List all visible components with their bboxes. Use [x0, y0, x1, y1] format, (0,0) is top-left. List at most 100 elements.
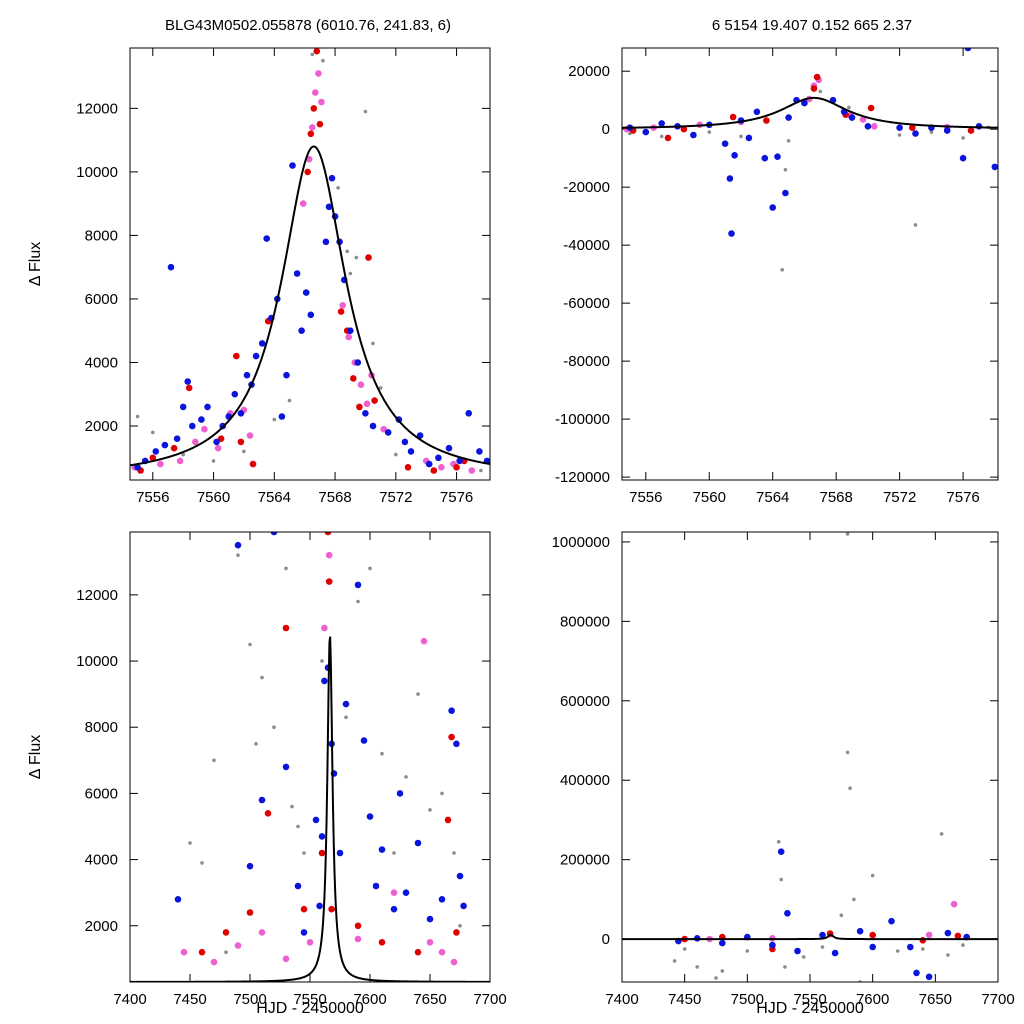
point-blue-15 — [237, 410, 245, 417]
point-gray-4 — [786, 139, 791, 143]
point-gray-2 — [707, 130, 712, 134]
point-pink-6 — [321, 624, 328, 632]
point-pink-4 — [201, 425, 208, 433]
point-pink-11 — [426, 939, 434, 946]
point-pink-18 — [357, 381, 365, 389]
points-top-right — [622, 48, 998, 272]
point-gray-1 — [151, 430, 155, 435]
point-blue-45 — [425, 460, 433, 468]
point-blue-0 — [174, 896, 182, 903]
point-blue-21 — [378, 846, 386, 853]
point-pink-12 — [438, 948, 446, 956]
point-blue-1 — [234, 541, 242, 549]
point-blue-2 — [658, 120, 665, 127]
point-red-16 — [350, 375, 357, 382]
point-blue-14 — [769, 204, 776, 211]
point-red-13 — [444, 816, 452, 824]
point-blue-10 — [204, 403, 211, 411]
point-gray-5 — [248, 642, 252, 647]
frame-bottom-left — [129, 531, 491, 983]
x-tick-label-2: 7500 — [731, 991, 764, 1008]
point-blue-9 — [316, 902, 323, 910]
point-gray-4 — [242, 449, 246, 454]
point-pink-12 — [312, 89, 319, 96]
x-tick-label-5: 7576 — [946, 489, 979, 506]
x-tick-label-5: 7650 — [919, 991, 952, 1008]
point-gray-5 — [745, 949, 750, 953]
point-blue-3 — [161, 441, 169, 449]
point-blue-6 — [721, 140, 729, 147]
point-red-21 — [430, 467, 438, 474]
y-tick-label-3: -60000 — [563, 295, 610, 312]
point-gray-1 — [659, 134, 664, 139]
point-gray-19 — [939, 832, 944, 836]
point-red-10 — [307, 130, 315, 138]
point-blue-24 — [896, 124, 903, 131]
point-red-5 — [233, 352, 240, 360]
point-blue-20 — [263, 235, 271, 242]
point-gray-0 — [188, 841, 192, 845]
point-red-7 — [324, 532, 332, 536]
panel-bottom-right: 7400 7450 7500 7550 7600 7650 7700 0 200000 40000… — [552, 531, 1015, 1017]
point-blue-27 — [943, 127, 951, 134]
point-blue-50 — [476, 448, 483, 455]
point-gray-12 — [354, 255, 359, 260]
point-blue-4 — [769, 941, 776, 949]
points-bottom-right — [622, 532, 998, 982]
point-pink-7 — [325, 551, 333, 559]
point-blue-11 — [745, 134, 753, 142]
point-blue-19 — [801, 99, 808, 107]
point-pink-0 — [180, 948, 188, 956]
point-gray-4 — [236, 553, 240, 557]
x-tick-label-1: 7560 — [693, 489, 726, 506]
x-tick-label-2: 7500 — [233, 991, 266, 1008]
point-blue-46 — [435, 454, 442, 462]
point-gray-10 — [345, 249, 350, 254]
point-red-22 — [453, 464, 460, 471]
y-tick-label-0: 2000 — [85, 918, 118, 935]
point-gray-9 — [336, 186, 340, 190]
point-pink-23 — [438, 464, 445, 471]
y-tick-label-3: 8000 — [85, 227, 118, 244]
point-red-14 — [448, 733, 455, 741]
point-pink-13 — [450, 958, 458, 966]
point-gray-17 — [368, 566, 372, 571]
point-red-1 — [149, 454, 157, 462]
point-red-20 — [404, 464, 412, 471]
y-tick-label-1: 4000 — [85, 852, 118, 869]
point-red-4 — [282, 624, 290, 632]
point-blue-7 — [184, 378, 191, 385]
point-red-12 — [414, 948, 422, 956]
point-pink-9 — [299, 200, 307, 207]
point-blue-1 — [642, 128, 650, 136]
point-gray-2 — [181, 452, 185, 457]
point-gray-15 — [344, 715, 348, 720]
frame-top-right — [621, 47, 999, 481]
point-red-12 — [313, 48, 321, 55]
point-blue-22 — [390, 905, 398, 913]
point-gray-15 — [378, 386, 383, 390]
point-red-14 — [337, 308, 345, 315]
point-gray-22 — [428, 808, 432, 812]
y-tick-label-1: 200000 — [560, 852, 610, 869]
point-pink-3 — [192, 438, 199, 446]
point-gray-7 — [818, 89, 823, 94]
point-gray-1 — [682, 947, 687, 951]
panel-top-right: 7556 7560 7564 7568 7572 7576 -120000 -100000 -8… — [555, 47, 999, 506]
y-tick-label-0: 2000 — [85, 418, 118, 435]
point-blue-27 — [298, 327, 305, 335]
point-gray-21 — [961, 943, 965, 947]
point-red-1 — [222, 929, 230, 936]
point-blue-37 — [354, 359, 362, 366]
y-axis-label-top-left: Δ Flux — [27, 242, 44, 286]
points-top-left — [130, 48, 490, 474]
y-tick-label-1: 4000 — [85, 354, 118, 371]
point-red-6 — [954, 932, 962, 940]
x-tick-label-0: 7556 — [629, 489, 662, 506]
point-gray-19 — [479, 468, 483, 473]
point-blue-9 — [831, 949, 839, 957]
x-axis-label-bottom-right: HJD - 2450000 — [756, 1000, 864, 1017]
point-gray-2 — [212, 758, 216, 763]
point-red-6 — [813, 73, 821, 81]
point-blue-24 — [283, 371, 290, 379]
